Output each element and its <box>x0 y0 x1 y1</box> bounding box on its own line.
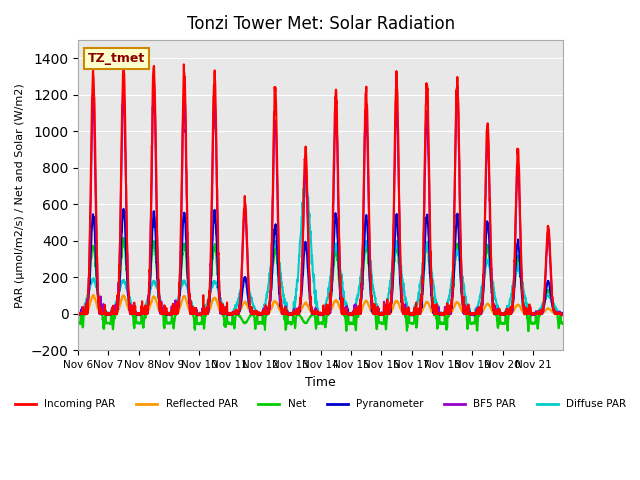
Legend: Incoming PAR, Reflected PAR, Net, Pyranometer, BF5 PAR, Diffuse PAR: Incoming PAR, Reflected PAR, Net, Pyrano… <box>11 395 630 414</box>
Y-axis label: PAR (μmol/m2/s) / Net and Solar (W/m2): PAR (μmol/m2/s) / Net and Solar (W/m2) <box>15 83 25 308</box>
Text: TZ_tmet: TZ_tmet <box>88 52 145 65</box>
Title: Tonzi Tower Met: Solar Radiation: Tonzi Tower Met: Solar Radiation <box>187 15 455 33</box>
X-axis label: Time: Time <box>305 376 336 389</box>
